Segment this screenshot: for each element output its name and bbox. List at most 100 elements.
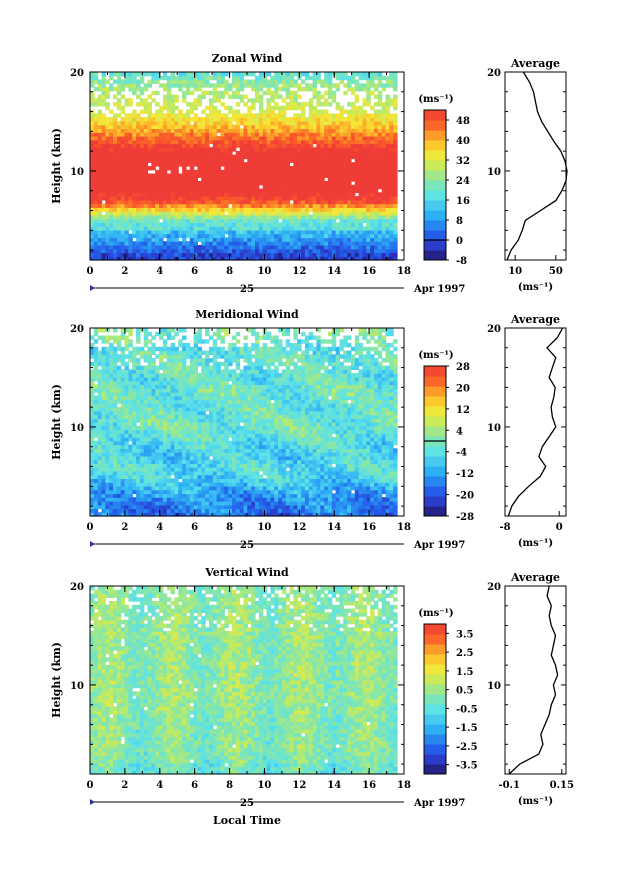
- heatmap-cell: [147, 331, 152, 337]
- heatmap-cell: [354, 229, 360, 235]
- heatmap-cell: [116, 222, 122, 227]
- heatmap-cell: [90, 391, 95, 397]
- heatmap-cell: [347, 87, 352, 92]
- heatmap-cell: [132, 229, 137, 235]
- heatmap-cell: [113, 102, 118, 107]
- heatmap-cell: [316, 132, 321, 137]
- heatmap-cell: [109, 120, 114, 126]
- heatmap-cell: [109, 425, 114, 431]
- heatmap-cell: [182, 418, 187, 423]
- heatmap-cell: [324, 102, 329, 107]
- heatmap-cell: [185, 132, 191, 137]
- heatmap-cell: [343, 151, 348, 156]
- heatmap-cell: [220, 229, 225, 235]
- heatmap-cell: [324, 132, 329, 137]
- heatmap-cell: [258, 94, 264, 99]
- heatmap-cell: [124, 361, 129, 367]
- heatmap-cell: [312, 181, 317, 186]
- heatmap-cell: [239, 192, 245, 197]
- heatmap-cell: [358, 203, 363, 208]
- heatmap-cell: [128, 98, 133, 103]
- heatmap-cell: [347, 162, 352, 167]
- heatmap-cell: [113, 474, 118, 479]
- heatmap-cell: [216, 241, 221, 246]
- heatmap-cell: [370, 151, 375, 156]
- heatmap-cell: [389, 124, 394, 129]
- heatmap-cell: [258, 196, 264, 201]
- heatmap-cell: [174, 173, 179, 178]
- heatmap-cell: [151, 139, 156, 145]
- heatmap-cell: [151, 222, 156, 227]
- colorbar-segment: [424, 240, 446, 251]
- heatmap-cell: [239, 252, 245, 257]
- heatmap-cell: [258, 109, 264, 114]
- heatmap-cell: [281, 188, 287, 193]
- heatmap-cell: [235, 237, 241, 242]
- heatmap-cell: [143, 463, 149, 468]
- heatmap-cell: [285, 199, 291, 205]
- heatmap-cell: [105, 508, 110, 513]
- heatmap-cell: [308, 222, 314, 227]
- heatmap-cell: [297, 154, 302, 160]
- heatmap-cell: [232, 128, 237, 133]
- heatmap-cell: [170, 184, 175, 190]
- heatmap-cell: [178, 354, 183, 359]
- heatmap-cell: [166, 196, 172, 201]
- heatmap-cell: [308, 113, 314, 118]
- heatmap-cell: [331, 184, 337, 190]
- heatmap-cell: [197, 151, 202, 156]
- heatmap-cell: [101, 448, 106, 453]
- heatmap-cell: [374, 120, 379, 126]
- heatmap-cell: [270, 94, 275, 99]
- heatmap-cell: [182, 83, 187, 88]
- heatmap-cell: [293, 233, 298, 239]
- heatmap-cell: [281, 196, 287, 201]
- heatmap-cell: [174, 467, 179, 472]
- heatmap-cell: [235, 124, 241, 129]
- heatmap-cell: [255, 222, 260, 227]
- heatmap-cell: [232, 162, 237, 167]
- heatmap-cell: [101, 376, 106, 382]
- heatmap-cell: [128, 233, 133, 239]
- heatmap-cell: [120, 376, 126, 382]
- heatmap-cell: [251, 132, 256, 137]
- heatmap-cell: [331, 147, 337, 152]
- heatmap-cell: [120, 501, 126, 506]
- heatmap-cell: [182, 328, 187, 333]
- heatmap-cell: [147, 501, 152, 506]
- heatmap-cell: [262, 211, 268, 216]
- heatmap-cell: [262, 229, 268, 235]
- heatmap-cell: [293, 181, 298, 186]
- heatmap-cell: [351, 139, 356, 145]
- x-tick-label: 2: [121, 266, 128, 277]
- heatmap-cell: [182, 154, 187, 160]
- heatmap-cell: [393, 245, 398, 250]
- heatmap-cell: [139, 373, 145, 378]
- heatmap-cell: [278, 75, 283, 81]
- heatmap-cell: [239, 128, 245, 133]
- heatmap-cell: [128, 380, 133, 385]
- heatmap-cell: [343, 184, 348, 190]
- heatmap-cell: [162, 373, 168, 378]
- heatmap-cell: [182, 343, 187, 348]
- heatmap-cell: [393, 177, 398, 182]
- heatmap-cell: [251, 147, 256, 152]
- heatmap-cell: [105, 252, 110, 257]
- heatmap-cell: [116, 376, 122, 382]
- heatmap-cell: [120, 109, 126, 114]
- heatmap-cell: [212, 211, 218, 216]
- heatmap-cell: [312, 147, 317, 152]
- heatmap-cell: [308, 154, 314, 160]
- colorbar-label: (ms⁻¹): [418, 94, 453, 105]
- heatmap-cell: [266, 214, 271, 220]
- heatmap-cell: [159, 128, 164, 133]
- heatmap-cell: [228, 192, 233, 197]
- heatmap-cell: [212, 143, 218, 148]
- heatmap-cell: [358, 196, 363, 201]
- heatmap-cell: [362, 109, 367, 114]
- heatmap-cell: [297, 207, 302, 212]
- heatmap-cell: [377, 173, 383, 178]
- heatmap-cell: [139, 143, 145, 148]
- heatmap-cell: [297, 87, 302, 92]
- heatmap-cell: [151, 485, 156, 491]
